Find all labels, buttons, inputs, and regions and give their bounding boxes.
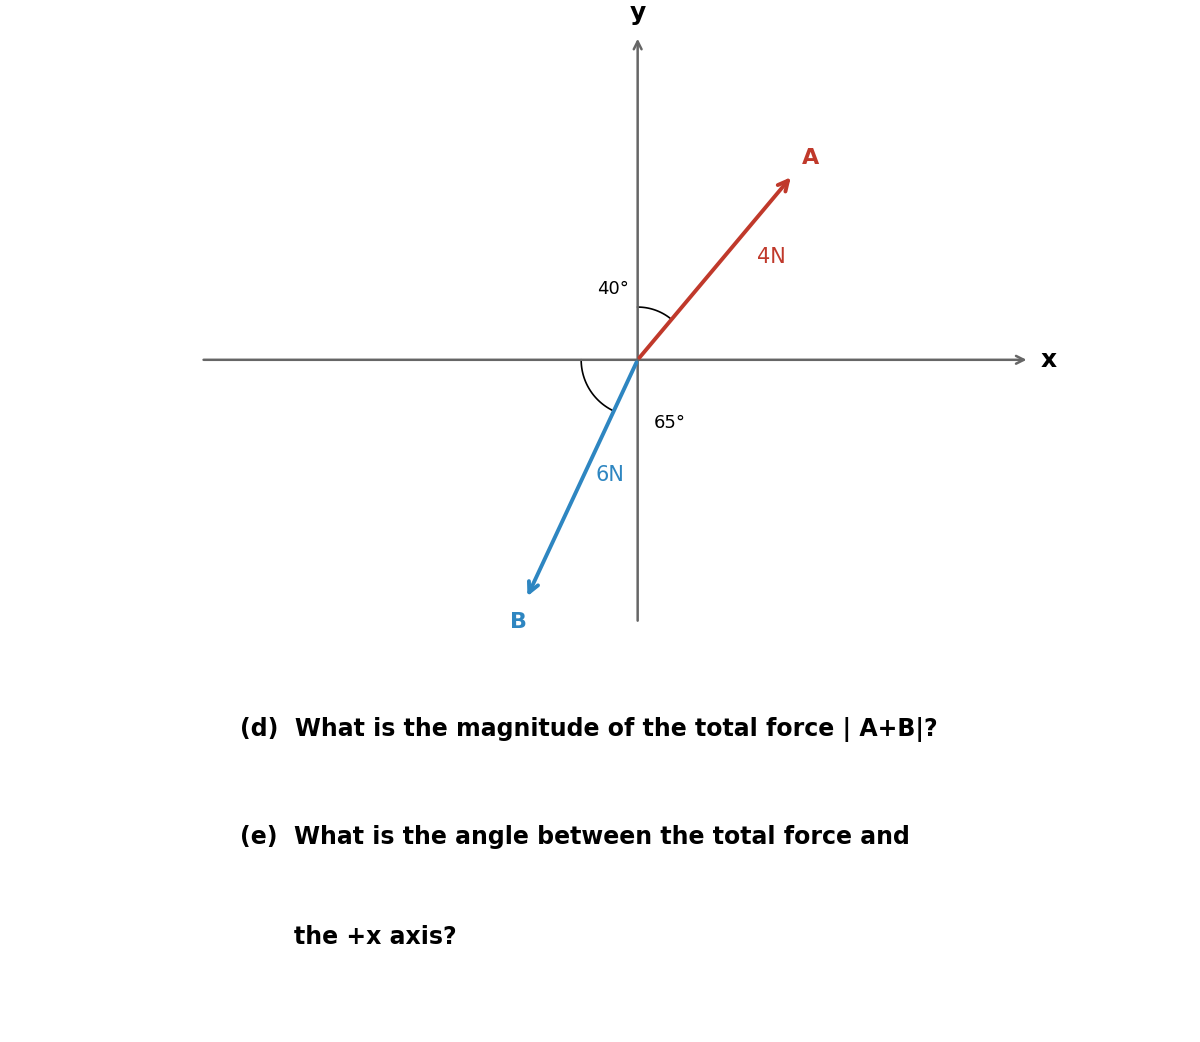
Text: (d)  What is the magnitude of the total force | A+B|?: (d) What is the magnitude of the total f… [240,717,937,742]
Text: 6N: 6N [595,465,624,485]
Text: (e)  What is the angle between the total force and: (e) What is the angle between the total … [240,825,910,849]
Text: 4N: 4N [757,247,786,267]
Text: x: x [1040,348,1057,372]
Text: 40°: 40° [596,280,629,298]
Text: B: B [510,613,527,632]
Text: 65°: 65° [654,414,686,432]
Text: the +x axis?: the +x axis? [294,925,457,949]
Text: A: A [802,148,818,168]
Text: y: y [630,1,646,25]
